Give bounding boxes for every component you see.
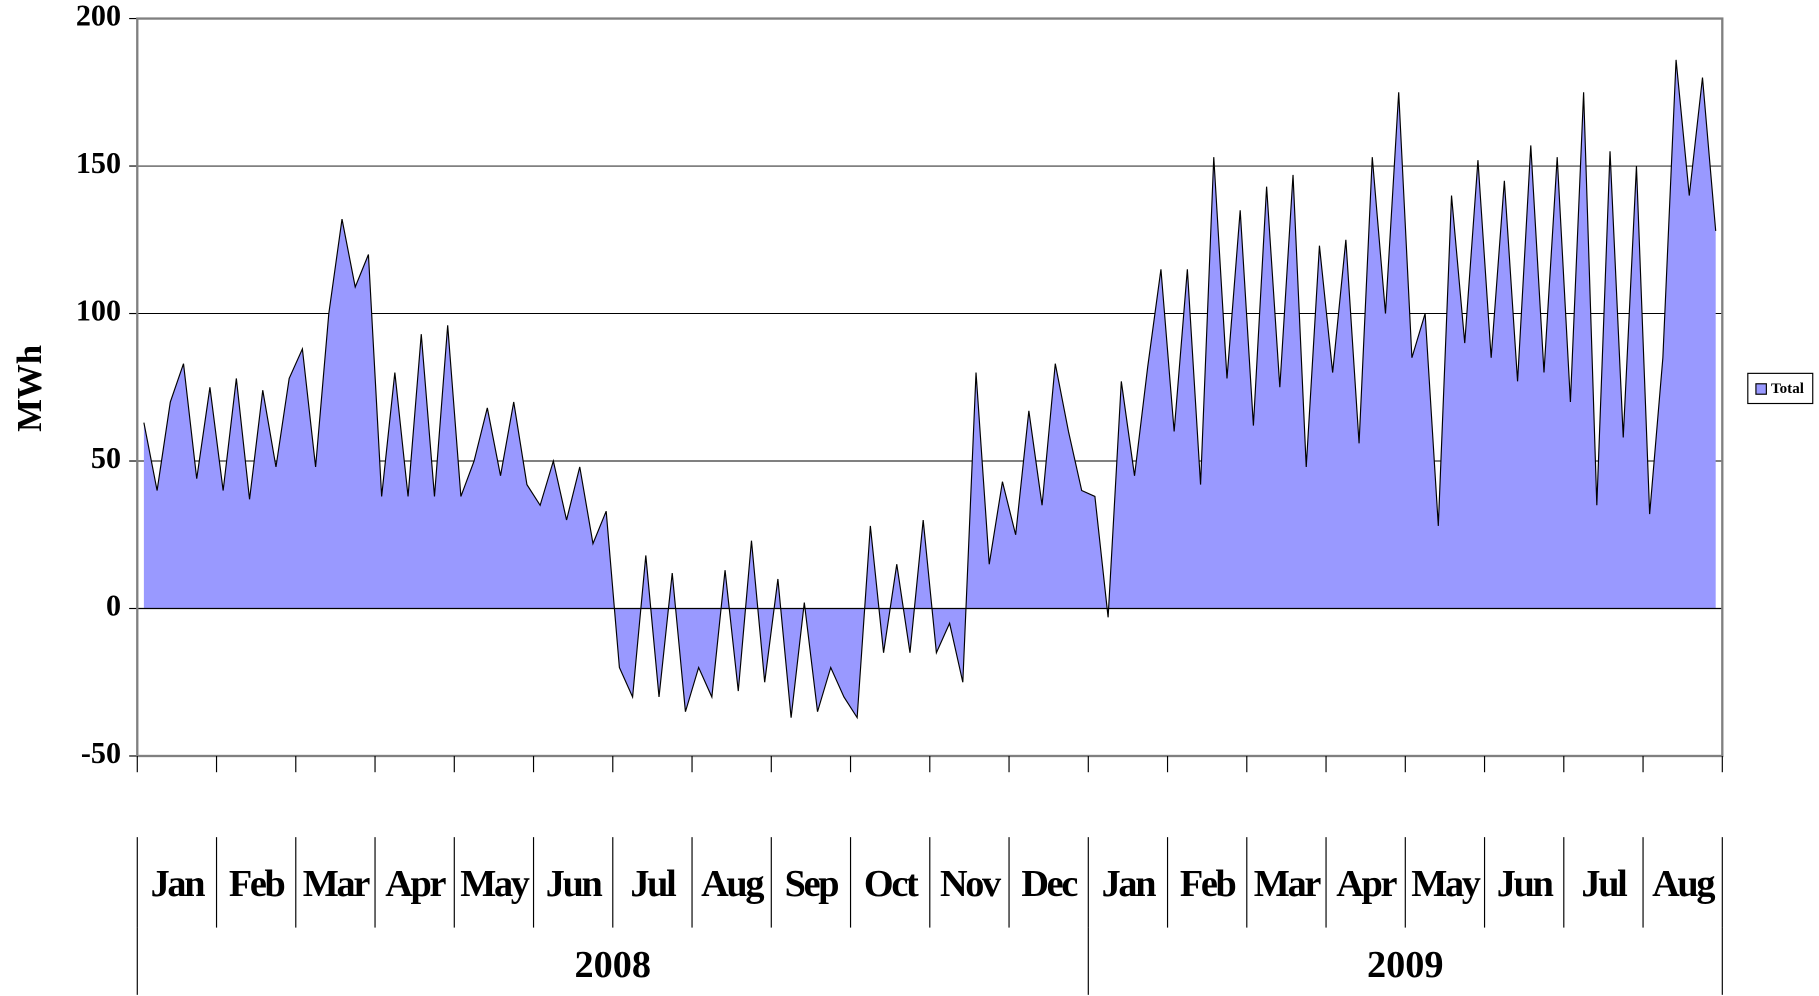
line bbox=[143, 59, 1717, 720]
x-tick-label: May bbox=[1411, 863, 1481, 905]
x-tick-label: Apr bbox=[1336, 863, 1397, 905]
y-tick-label: 200 bbox=[76, 0, 121, 32]
x-tick-label: Mar bbox=[303, 863, 371, 905]
x-tick-label: Jan bbox=[1102, 863, 1157, 905]
y-tick-label: 0 bbox=[106, 588, 121, 622]
x-tick-label: Dec bbox=[1021, 863, 1078, 905]
area bbox=[143, 59, 1716, 718]
x-tick-label: Jun bbox=[1497, 863, 1554, 905]
x-tick-label: Feb bbox=[229, 863, 285, 905]
y-tick-label: 150 bbox=[76, 146, 121, 180]
x-tick-label: Oct bbox=[864, 863, 919, 905]
x-tick-label: Aug bbox=[1652, 863, 1715, 905]
x-tick-label: Jul bbox=[630, 863, 676, 905]
legend-swatch bbox=[1755, 383, 1767, 395]
y-tick-label: -50 bbox=[81, 736, 121, 770]
legend-label: Total bbox=[1771, 381, 1804, 397]
x-tick-label: Jul bbox=[1581, 863, 1627, 905]
x-tick-label: Mar bbox=[1254, 863, 1322, 905]
y-tick-label: 50 bbox=[91, 441, 121, 475]
year-label: 2009 bbox=[1367, 944, 1444, 986]
x-tick-label: May bbox=[460, 863, 530, 905]
x-tick-label: Feb bbox=[1180, 863, 1236, 905]
x-tick-label: Nov bbox=[940, 863, 1002, 905]
y-tick-label: 100 bbox=[76, 293, 121, 327]
x-tick-label: Aug bbox=[701, 863, 764, 905]
x-tick-label: Sep bbox=[785, 863, 839, 905]
x-tick-label: Jun bbox=[546, 863, 603, 905]
y-axis-label: MWh bbox=[10, 345, 49, 432]
year-label: 2008 bbox=[575, 944, 652, 986]
x-tick-label: Apr bbox=[385, 863, 446, 905]
x-tick-label: Jan bbox=[151, 863, 206, 905]
